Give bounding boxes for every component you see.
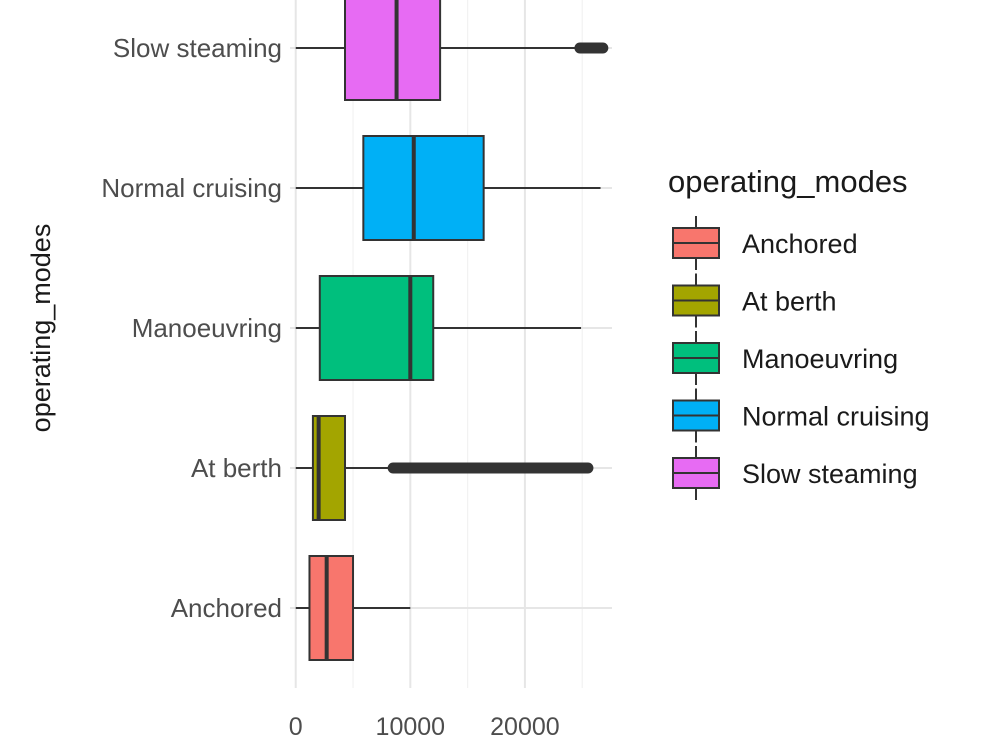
box-iqr [344, 0, 442, 101]
legend-label: Anchored [742, 229, 858, 259]
y-tick-label: Anchored [171, 593, 282, 623]
legend-title: operating_modes [668, 164, 908, 199]
y-tick-label: Normal cruising [101, 173, 282, 203]
legend-label: At berth [742, 287, 837, 317]
legend-entry: Slow steaming [672, 446, 918, 500]
legend-entry: Anchored [672, 216, 858, 270]
y-tick-label: Slow steaming [113, 33, 282, 63]
box-group [295, 0, 609, 101]
box-iqr [308, 555, 355, 661]
legend-entries: Anchored At berth Manoeuvring Normal cruisi… [672, 216, 930, 500]
x-tick-label: 0 [289, 713, 303, 741]
x-tick-label: 20000 [490, 713, 560, 741]
x-tick-label: 10000 [376, 713, 446, 741]
box-iqr [318, 275, 435, 381]
box-layer [295, 0, 609, 661]
box-group [295, 555, 411, 661]
box-iqr [362, 135, 485, 241]
legend-entry: Normal cruising [672, 388, 930, 443]
y-tick-label: At berth [191, 453, 282, 483]
legend-entry: Manoeuvring [672, 331, 898, 385]
legend-label: Normal cruising [742, 402, 930, 432]
legend-label: Slow steaming [742, 459, 918, 489]
box-group [295, 275, 582, 381]
box-group [295, 415, 594, 521]
legend-label: Manoeuvring [742, 344, 898, 374]
legend: operating_modes Anchored At berth Manoeuvr… [668, 164, 930, 500]
legend-entry: At berth [672, 273, 837, 328]
x-tick-labels: 0 10000 20000 [289, 713, 560, 741]
y-axis-title: operating_modes [26, 224, 56, 433]
y-tick-labels: Anchored At berth Manoeuvring Normal cruisi… [101, 33, 282, 623]
box-group [295, 135, 601, 241]
y-tick-label: Manoeuvring [132, 313, 282, 343]
